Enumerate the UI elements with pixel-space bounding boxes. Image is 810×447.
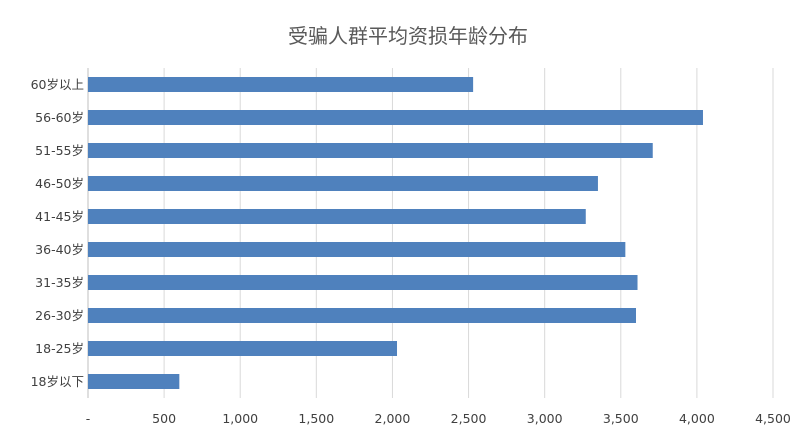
x-tick-label: 1,000 — [222, 411, 258, 426]
x-axis-tick-labels: - 500 1,000 1,500 2,000 2,500 3,000 3,500 4,000 4… — [86, 411, 791, 426]
x-tick-label: 500 — [152, 411, 176, 426]
bar — [88, 77, 474, 92]
category-label: 18-25岁 — [35, 341, 84, 356]
bars — [88, 77, 703, 389]
category-label: 36-40岁 — [35, 242, 84, 257]
category-label: 56-60岁 — [35, 110, 84, 125]
bar — [88, 341, 398, 356]
x-tick-label: - — [86, 411, 91, 426]
category-label: 41-45岁 — [35, 209, 84, 224]
bar — [88, 209, 586, 224]
category-label: 26-30岁 — [35, 308, 84, 323]
category-label: 18岁以下 — [31, 374, 84, 389]
bar — [88, 275, 638, 290]
x-tick-label: 2,500 — [451, 411, 487, 426]
x-tick-label: 4,500 — [755, 411, 791, 426]
bar — [88, 242, 626, 257]
bar — [88, 374, 180, 389]
x-tick-label: 3,000 — [527, 411, 563, 426]
x-tick-label: 4,000 — [679, 411, 715, 426]
x-tick-label: 2,000 — [375, 411, 411, 426]
category-label: 60岁以上 — [31, 77, 84, 92]
bar — [88, 308, 636, 323]
bar — [88, 176, 598, 191]
chart-title: 受骗人群平均资损年龄分布 — [288, 24, 528, 48]
category-label: 51-55岁 — [35, 143, 84, 158]
category-labels: 60岁以上 56-60岁 51-55岁 46-50岁 41-45岁 36-40岁 31-35… — [31, 77, 84, 389]
bar — [88, 110, 703, 125]
category-label: 31-35岁 — [35, 275, 84, 290]
x-tick-label: 3,500 — [603, 411, 639, 426]
bar — [88, 143, 653, 158]
x-tick-label: 1,500 — [298, 411, 334, 426]
category-label: 46-50岁 — [35, 176, 84, 191]
